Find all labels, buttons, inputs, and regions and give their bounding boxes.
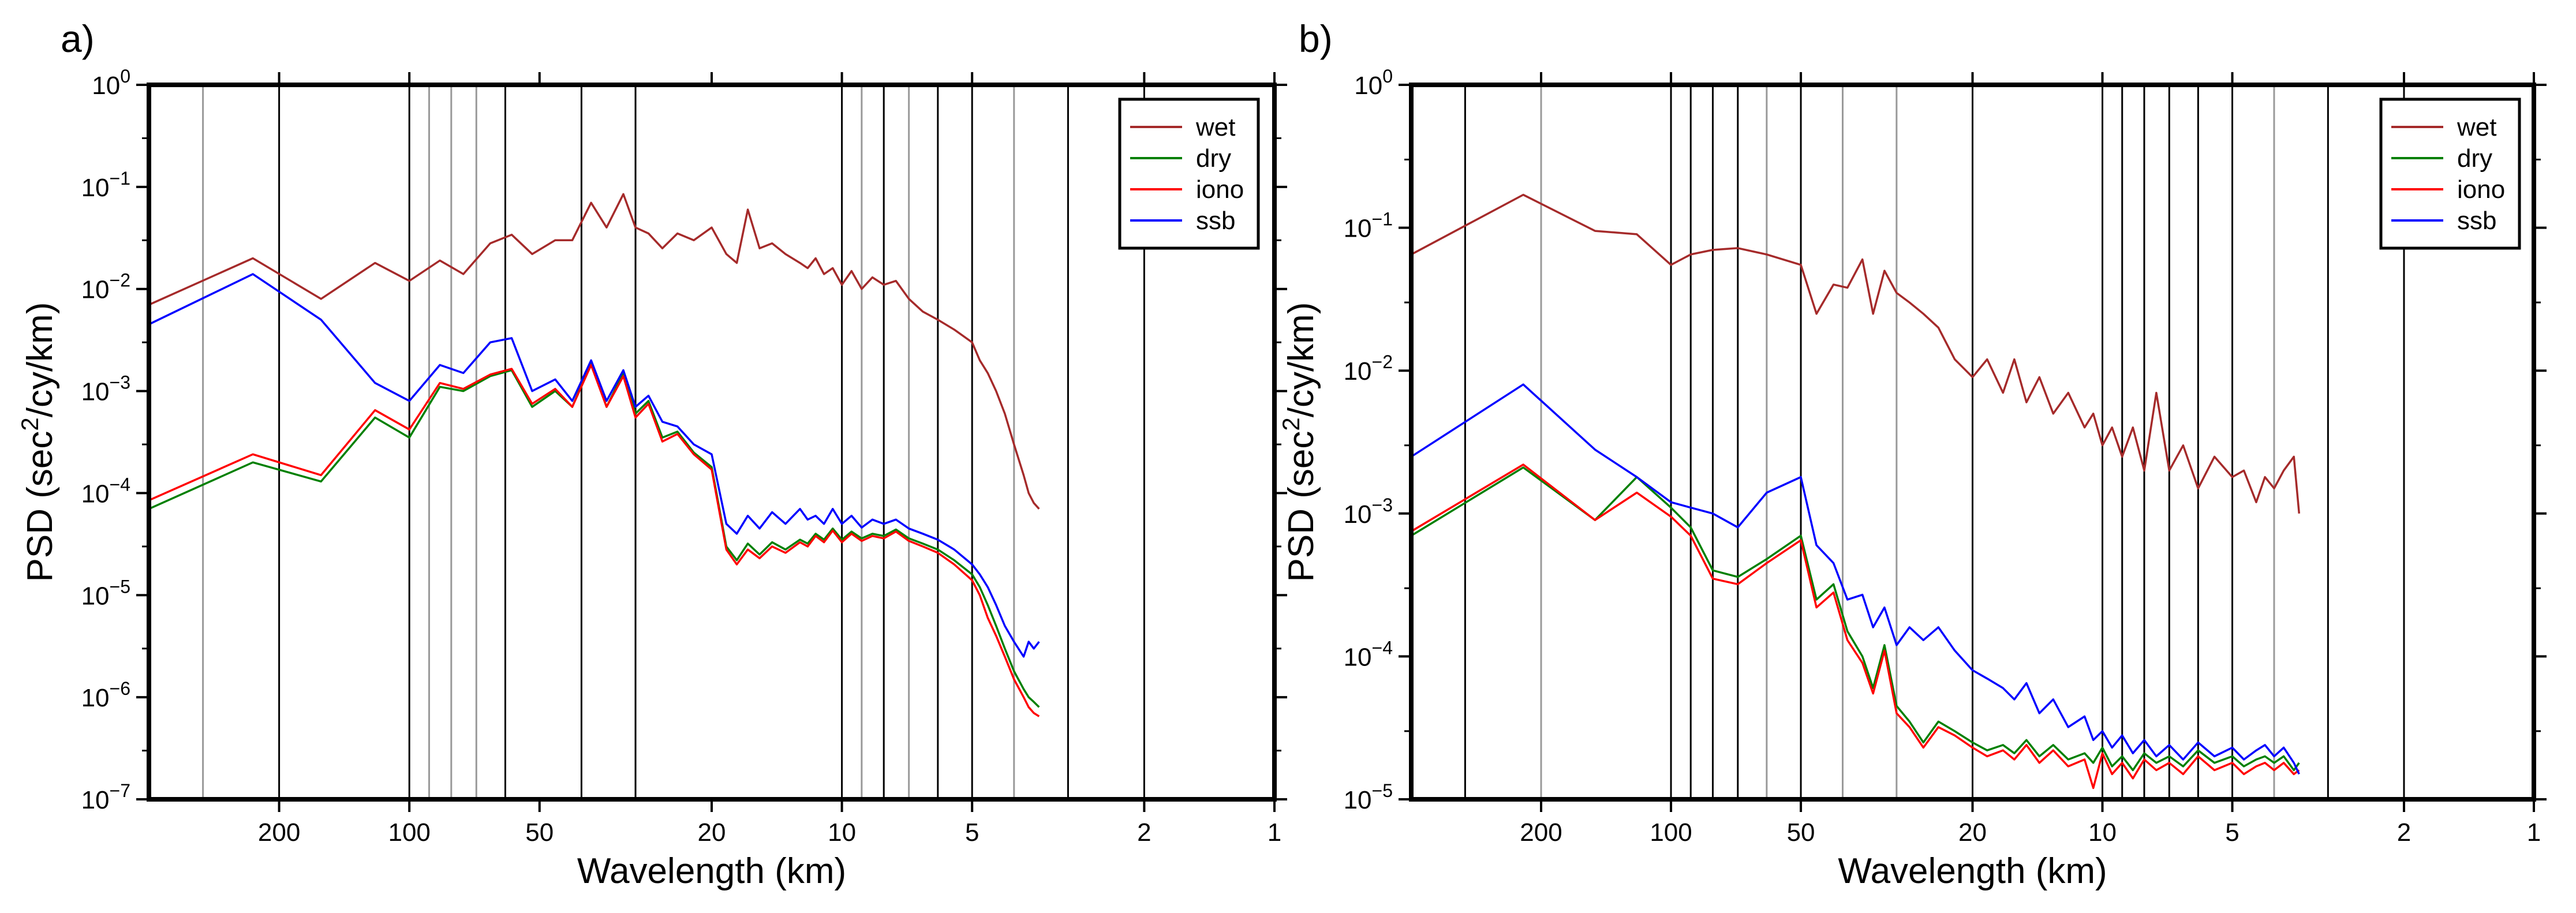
series-line-iono (1411, 463, 2300, 789)
legend-label-ssb: ssb (2457, 207, 2496, 235)
y-tick-label: 10−3 (1344, 495, 1393, 529)
legend-box (2379, 98, 2521, 250)
series-line-iono (149, 364, 1040, 717)
y-tick-label: 10−5 (81, 576, 130, 610)
legend-label-wet: wet (1195, 113, 1235, 141)
x-tick-label: 20 (698, 818, 726, 847)
x-tick-label: 100 (1650, 818, 1692, 847)
panel-b: 200 100 50 20 10 5 2 1 100 10−1 10−2 10−3 10−4 10−5 Wa… (1277, 17, 2547, 891)
y-tick-label: 100 (92, 66, 130, 100)
x-tick-label: 50 (525, 818, 554, 847)
x-tick-label: 2 (1137, 818, 1151, 847)
x-tick-label: 200 (258, 818, 300, 847)
panel-label: a) (61, 17, 95, 60)
series-line-wet (1411, 193, 2301, 514)
legend-label-dry: dry (2457, 144, 2492, 173)
y-axis-label: PSD (sec2/cy/km) (16, 302, 60, 582)
x-axis-label: Wavelength (km) (1838, 851, 2107, 891)
x-tick-label: 10 (2088, 818, 2117, 847)
x-tick-label: 1 (2527, 818, 2541, 847)
y-tick-label: 10−2 (81, 270, 130, 304)
y-tick-label: 10−3 (81, 372, 130, 406)
x-tick-label: 5 (2225, 818, 2239, 847)
y-tick-label: 10−1 (1344, 209, 1393, 243)
legend-label-ssb: ssb (1196, 207, 1235, 235)
y-tick-label: 100 (1354, 66, 1393, 100)
y-tick-label: 10−4 (1344, 637, 1393, 671)
legend-label-wet: wet (2457, 113, 2496, 141)
y-tick-label: 10−5 (1344, 780, 1393, 814)
panel-a: 200 100 50 20 10 5 2 1 100 10−1 10−2 10−3 10−4 10−5 10… (16, 17, 1287, 891)
x-tick-label: 10 (828, 818, 856, 847)
legend-box (1118, 98, 1260, 250)
x-tick-label: 5 (965, 818, 979, 847)
series-line-dry (1411, 466, 2300, 772)
series-line-wet (149, 193, 1040, 510)
y-tick-label: 10−6 (81, 678, 130, 712)
y-tick-label: 10−2 (1344, 351, 1393, 386)
legend-label-iono: iono (2457, 175, 2505, 204)
x-tick-label: 200 (1520, 818, 1562, 847)
legend-label-dry: dry (1196, 144, 1231, 173)
y-tick-label: 10−4 (81, 474, 130, 508)
series-line-ssb (149, 273, 1040, 658)
plot-frame (147, 83, 1277, 802)
panel-label: b) (1299, 17, 1333, 60)
series-line-ssb (1411, 383, 2300, 775)
y-tick-label: 10−1 (81, 168, 130, 202)
x-tick-label: 100 (388, 818, 430, 847)
x-tick-label: 2 (2397, 818, 2411, 847)
legend-label-iono: iono (1196, 175, 1244, 204)
x-tick-label: 20 (1958, 818, 1987, 847)
y-tick-label: 10−7 (81, 780, 130, 814)
x-tick-label: 50 (1787, 818, 1815, 847)
x-tick-label: 1 (1268, 818, 1281, 847)
series-line-dry (149, 361, 1040, 708)
y-axis-label: PSD (sec2/cy/km) (1277, 302, 1321, 582)
x-axis-label: Wavelength (km) (577, 851, 846, 891)
